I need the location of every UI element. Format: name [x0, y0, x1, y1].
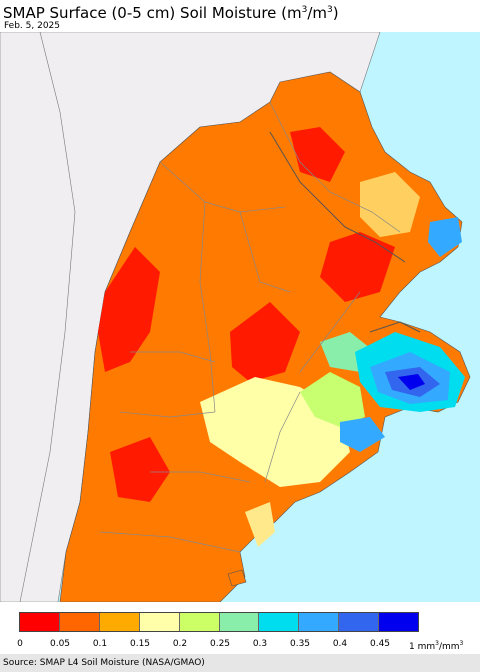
legend-swatch — [339, 613, 380, 631]
legend-swatch — [20, 613, 60, 631]
country-borders — [269, 131, 421, 333]
wet-zone-bay — [340, 417, 385, 452]
legend-label: 0.4 — [332, 639, 348, 649]
green-zone — [300, 372, 365, 427]
legend-swatch — [259, 613, 300, 631]
legend-swatch — [99, 613, 140, 631]
legend-label: 0.05 — [49, 639, 71, 649]
dry-zone-west — [98, 247, 160, 372]
soil-moisture-map — [0, 32, 480, 602]
legend-label: 0 — [17, 639, 23, 649]
legend-label: 0.35 — [289, 639, 311, 649]
legend-swatch — [219, 613, 260, 631]
legend-label: 0.2 — [172, 639, 188, 649]
legend-label: 0.15 — [129, 639, 151, 649]
map-title: SMAP Surface (0-5 cm) Soil Moisture (m3/… — [3, 4, 339, 22]
southern-island — [227, 569, 247, 587]
legend-swatch — [59, 613, 100, 631]
dry-zone-north — [290, 127, 345, 182]
legend-labels: 0 0.05 0.1 0.15 0.2 0.25 0.3 0.35 0.4 0.… — [0, 638, 480, 650]
legend-swatch — [139, 613, 180, 631]
legend-color-bar — [19, 612, 419, 632]
legend-label: 0.25 — [209, 639, 231, 649]
province-borders — [99, 101, 401, 553]
legend-label: 0.3 — [252, 639, 268, 649]
light-zone-chaco — [360, 172, 420, 237]
dry-zone-center — [230, 302, 300, 382]
light-zone-coast — [245, 502, 275, 547]
legend-swatch — [379, 613, 419, 631]
legend-swatch — [299, 613, 340, 631]
map-date: Feb. 5, 2025 — [4, 21, 61, 31]
source-credit: Source: SMAP L4 Soil Moisture (NASA/GMAO… — [0, 654, 480, 672]
dry-zone-south — [110, 437, 170, 502]
legend-label: 0.45 — [369, 639, 391, 649]
dry-zone-east — [320, 232, 395, 302]
legend-unit: 1 mm3/mm3 — [409, 640, 464, 652]
wet-zone-ne — [428, 217, 462, 257]
wet-zone-core — [398, 374, 425, 390]
legend-label: 0.1 — [92, 639, 108, 649]
legend-swatch — [179, 613, 220, 631]
